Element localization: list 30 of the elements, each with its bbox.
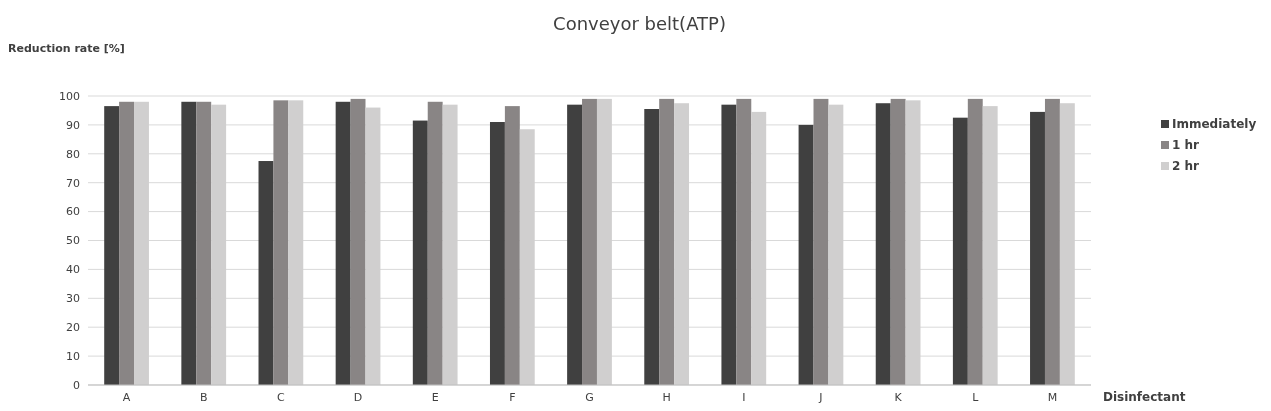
x-tick-label: K [894,391,903,404]
legend-label: Immediately [1172,117,1257,131]
x-tick-label: L [972,391,980,404]
x-tick-label: F [509,391,516,404]
x-axis-title: Disinfectant [1103,390,1186,404]
x-tick-label: A [122,391,131,404]
x-tick-label: I [742,391,746,404]
y-tick-label: 70 [66,176,80,190]
x-tick-label: G [585,391,594,404]
x-tick-label: H [662,391,671,404]
y-tick-label: 90 [66,118,80,132]
y-tick-label: 80 [66,147,80,161]
y-axis-title: Reduction rate [%] [8,42,125,55]
y-tick-label: 50 [66,234,80,248]
y-tick-label: 0 [73,378,80,392]
x-tick-label: E [431,391,439,404]
y-tick-label: 60 [66,205,80,219]
y-tick-label: 20 [66,321,80,335]
y-tick-label: 30 [66,292,80,306]
legend-label: 2 hr [1172,159,1200,173]
y-tick-label: 100 [59,89,80,103]
x-tick-label: D [353,391,363,404]
x-tick-label: J [818,391,823,404]
x-tick-label: C [277,391,286,404]
x-tick-label: B [199,391,208,404]
y-tick-label: 10 [66,349,80,363]
y-tick-label: 40 [66,263,80,277]
chart-title: Conveyor belt(ATP) [553,13,726,34]
x-tick-label: M [1047,391,1058,404]
legend-label: 1 hr [1172,138,1200,152]
